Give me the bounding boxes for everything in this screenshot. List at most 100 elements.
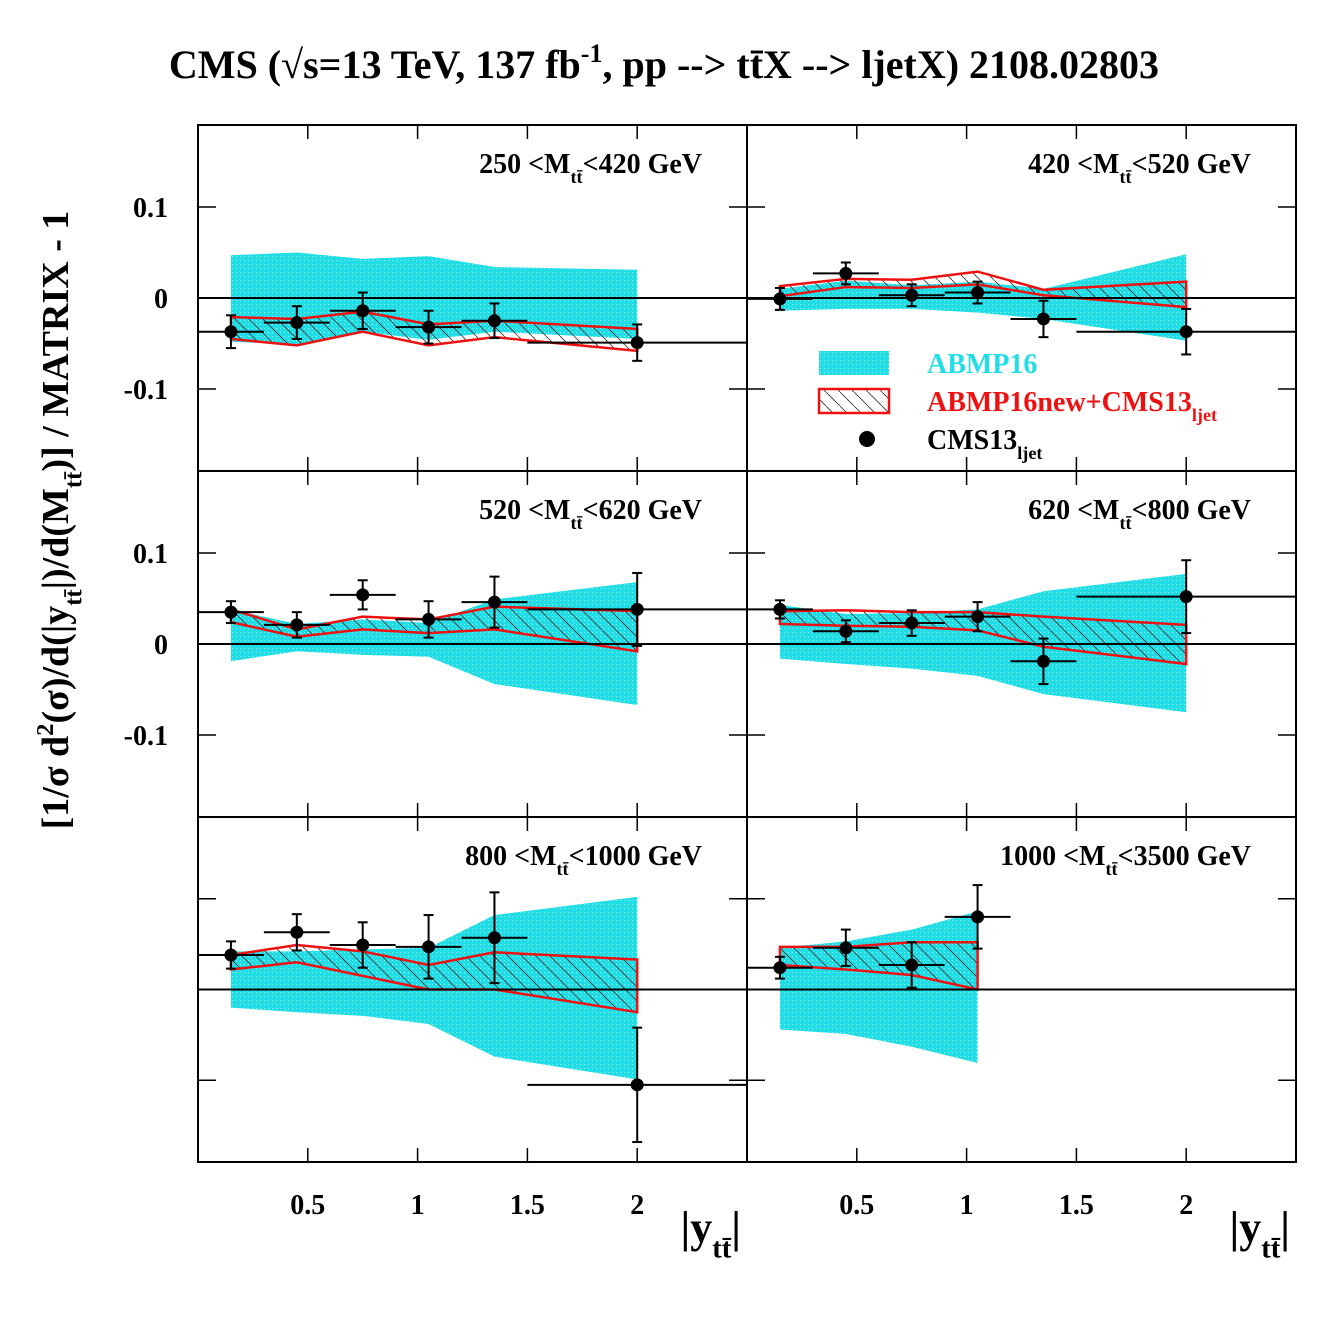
data-point — [422, 612, 436, 626]
data-point — [905, 288, 919, 302]
text-part: <3500 GeV — [1118, 841, 1251, 872]
text-part: tt̄ — [1119, 167, 1131, 187]
plot-area — [198, 891, 747, 1144]
text-part: | — [731, 1203, 741, 1252]
y-tick-label: 0.1 — [133, 539, 168, 570]
data-point — [356, 938, 370, 952]
legend-swatch — [819, 351, 889, 375]
data-point — [971, 910, 985, 924]
data-point — [839, 624, 853, 638]
text-part: CMS (√s=13 TeV, 137 fb — [169, 42, 581, 87]
text-part: |y — [681, 1203, 713, 1252]
legend-label: CMS13ljet — [927, 425, 1042, 463]
text-part: CMS13 — [927, 425, 1017, 456]
data-point — [630, 1078, 644, 1092]
data-point — [356, 588, 370, 602]
text-part: 800 <M — [465, 841, 556, 872]
data-point — [839, 941, 853, 955]
data-point — [422, 940, 436, 954]
text-part: tt̄ — [556, 859, 568, 879]
x-tick-label: 2 — [630, 1190, 644, 1221]
text-part: 2 — [32, 724, 59, 736]
panel-label: 420 <Mtt̄<520 GeV — [1028, 149, 1251, 187]
text-part: -1 — [581, 39, 603, 68]
data-point — [773, 292, 787, 306]
panel-label: 620 <Mtt̄<800 GeV — [1028, 495, 1251, 533]
text-part: )] / MATRIX - 1 — [35, 211, 77, 472]
data-point — [630, 336, 644, 350]
data-point — [971, 610, 985, 624]
panel-label: 800 <Mtt̄<1000 GeV — [465, 841, 702, 879]
panel-label: 1000 <Mtt̄<3500 GeV — [1000, 841, 1251, 879]
text-part: , pp --> tt̄X --> ljetX) 2108.02803 — [602, 42, 1159, 87]
text-part: <800 GeV — [1132, 495, 1251, 526]
text-part: tt̄ — [1261, 1233, 1281, 1264]
x-tick-label: 0.5 — [839, 1190, 874, 1221]
text-part: <520 GeV — [1132, 149, 1251, 180]
y-tick-label: -0.1 — [124, 721, 168, 752]
data-point — [773, 961, 787, 975]
plot-area — [747, 254, 1296, 356]
data-point — [773, 602, 787, 616]
panel: -0.1 0 0.1 520 <Mtt̄<620 GeV — [124, 470, 748, 818]
panel: 620 <Mtt̄<800 GeV — [746, 470, 1297, 818]
data-point — [1179, 590, 1193, 604]
text-part: ljet — [1192, 405, 1217, 425]
legend-marker — [859, 431, 875, 447]
x-axis-label: |ytt̄| — [1230, 1203, 1290, 1264]
x-tick-label: 1.5 — [510, 1190, 545, 1221]
panel-label: 520 <Mtt̄<620 GeV — [479, 495, 702, 533]
data-point — [290, 316, 304, 330]
plot-area — [747, 559, 1296, 713]
x-tick-label: 1.5 — [1059, 1190, 1094, 1221]
text-part: tt̄ — [570, 167, 582, 187]
legend-label: ABMP16 — [927, 349, 1037, 380]
plot-area — [198, 571, 747, 706]
abmp16-band — [779, 911, 978, 1064]
x-tick-label: 1 — [411, 1190, 425, 1221]
x-axis-label: |ytt̄| — [681, 1203, 741, 1264]
text-part: <1000 GeV — [569, 841, 702, 872]
x-tick-label: 0.5 — [290, 1190, 325, 1221]
y-tick-label: 0.1 — [133, 193, 168, 224]
legend-swatch — [817, 387, 891, 415]
text-part: |y — [1230, 1203, 1262, 1252]
data-point — [290, 618, 304, 632]
plot-area — [747, 884, 1296, 1064]
text-part: tt̄ — [60, 471, 87, 488]
data-point — [971, 286, 985, 300]
y-tick-label: -0.1 — [124, 375, 168, 406]
text-part: tt̄ — [1119, 513, 1131, 533]
text-part: 620 <M — [1028, 495, 1119, 526]
text-part: <420 GeV — [583, 149, 702, 180]
y-tick-label: 0 — [154, 630, 168, 661]
data-point — [487, 595, 501, 609]
text-part: 420 <M — [1028, 149, 1119, 180]
y-tick-label: 0 — [154, 284, 168, 315]
panel: 420 <Mtt̄<520 GeV ABMP16 ABMP16new+CMS13lj… — [746, 124, 1297, 472]
data-point — [290, 925, 304, 939]
text-part: tt̄ — [570, 513, 582, 533]
text-part: | — [1280, 1203, 1290, 1252]
chart-title: CMS (√s=13 TeV, 137 fb-1, pp --> tt̄X --… — [169, 39, 1159, 87]
data-point — [224, 948, 238, 962]
data-point — [356, 304, 370, 318]
data-point — [1036, 312, 1050, 326]
data-point — [422, 320, 436, 334]
panel-label: 250 <Mtt̄<420 GeV — [479, 149, 702, 187]
text-part: |)/d(M — [35, 488, 77, 589]
text-part: 250 <M — [479, 149, 570, 180]
text-part: tt̄ — [712, 1233, 732, 1264]
text-part: <620 GeV — [583, 495, 702, 526]
data-point — [487, 931, 501, 945]
data-point — [839, 266, 853, 280]
data-point — [1036, 654, 1050, 668]
x-tick-label: 2 — [1179, 1190, 1193, 1221]
text-part: 1000 <M — [1000, 841, 1105, 872]
text-part: ABMP16new+CMS13 — [927, 387, 1192, 418]
legend-label: ABMP16new+CMS13ljet — [927, 387, 1217, 425]
data-point — [630, 602, 644, 616]
